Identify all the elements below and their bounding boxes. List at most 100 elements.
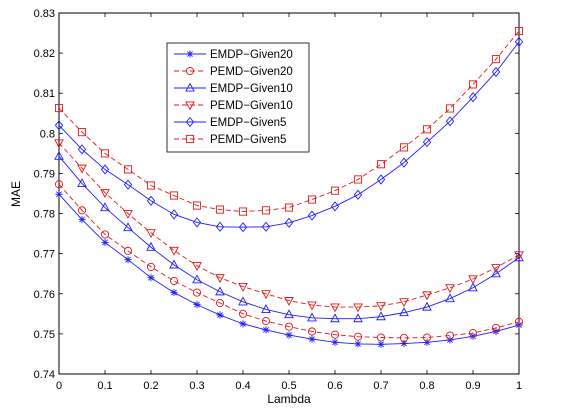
data-point [146,262,156,271]
data-point [399,157,409,168]
asterisk-stroke [187,51,193,57]
series-line [58,142,520,308]
asterisk-stroke [148,274,154,281]
data-point [491,55,501,64]
asterisk-stroke [355,341,361,347]
legend-label: PEMD−Given5 [210,134,286,146]
data-point [445,293,455,303]
data-point [123,210,133,219]
data-point [261,206,271,215]
asterisk-stroke [447,336,453,343]
data-point [100,189,110,199]
data-point [331,338,339,346]
data-point [101,238,109,247]
data-point [422,137,432,148]
data-point [54,104,64,113]
data-point [468,275,478,285]
data-point [353,313,363,323]
data-point [377,340,385,348]
data-point [169,246,179,256]
legend-label: PEMD−Given10 [210,100,293,112]
data-point [446,336,454,344]
data-point [192,217,202,228]
data-point [77,206,87,215]
data-point [146,241,156,251]
y-tick-label: 0.79 [34,168,55,180]
y-tick-label: 0.78 [34,209,55,221]
data-point [468,329,478,338]
data-point [192,262,202,272]
y-tick-label: 0.82 [34,48,55,60]
legend-box [166,42,310,153]
data-point [100,230,110,239]
data-point [215,274,225,284]
data-point [192,201,202,210]
legend-entry: PEMD−Given20 [174,66,293,78]
data-point [146,195,156,206]
asterisk-stroke [217,312,223,318]
data-point [261,290,271,300]
data-point [285,331,293,339]
data-point [54,180,64,189]
data-point [215,205,225,214]
data-point [170,288,178,297]
data-point [238,222,248,233]
y-axis-label: MAE [9,181,23,207]
legend-label: PEMD−Given20 [210,66,293,78]
data-point [124,256,132,264]
data-point [77,128,87,137]
x-tick-label: 0.7 [373,380,388,392]
data-point [422,291,432,301]
data-point [514,252,524,262]
data-point [468,80,478,89]
asterisk-stroke [309,336,315,343]
legend-marker [186,50,194,58]
data-point [261,317,271,326]
data-point [514,317,524,326]
x-tick-label: 0.5 [281,380,296,392]
data-point [514,27,524,36]
data-point [123,246,133,255]
data-point [399,298,409,308]
data-point [353,303,363,313]
legend-marker [185,82,195,92]
data-point [123,222,133,232]
data-point [376,333,386,342]
asterisk-stroke [401,340,407,347]
legend-entry: EMDP−Given5 [174,116,286,129]
asterisk-stroke [171,289,177,296]
data-point [468,282,478,292]
data-point [238,296,248,306]
y-tick-label: 0.75 [34,329,55,341]
legend-entry: EMDP−Given10 [174,82,293,95]
data-point [330,201,340,212]
data-point [146,229,156,239]
data-point [169,259,179,269]
series-line [58,155,520,320]
data-point [445,331,455,340]
data-point [284,309,294,319]
data-point [55,190,63,198]
series-line [58,183,520,339]
data-point [215,286,225,296]
data-point [353,175,363,184]
data-point [399,143,409,152]
series-4 [54,139,524,313]
data-point [445,284,455,294]
data-point [399,307,409,317]
x-tick-label: 0.3 [189,380,204,392]
data-point [284,297,294,306]
data-point [376,311,386,321]
data-point [491,268,501,278]
y-tick-label: 0.83 [34,8,55,20]
legend-label: EMDP−Given5 [210,117,286,129]
asterisk-stroke [286,332,292,339]
data-point [307,301,317,311]
data-point [193,301,201,309]
data-point [376,302,386,312]
legend-entry: EMDP−Given20 [174,49,293,61]
data-point [100,149,110,158]
asterisk-stroke [263,326,269,333]
